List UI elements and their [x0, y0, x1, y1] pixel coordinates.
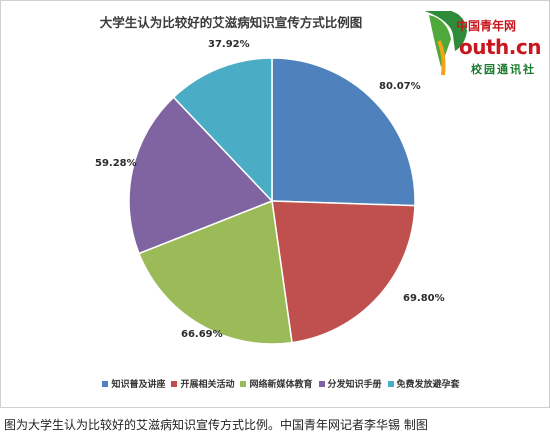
- legend-swatch: [102, 380, 109, 387]
- legend-item-0: 知识普及讲座: [102, 377, 165, 390]
- legend-swatch: [171, 380, 178, 387]
- slice-label-0: 80.07%: [379, 81, 421, 92]
- legend-item-1: 开展相关活动: [171, 377, 234, 390]
- logo-domain: outh.cn: [459, 35, 541, 59]
- legend-label: 知识普及讲座: [111, 380, 166, 390]
- chart-title: 大学生认为比较好的艾滋病知识宣传方式比例图: [99, 15, 363, 30]
- slice-label-2: 66.69%: [181, 329, 223, 340]
- pie-chart: 80.07% 69.80% 66.69% 59.28% 37.92%: [95, 39, 445, 345]
- pie-slice-1: [271, 200, 416, 344]
- legend-swatch: [240, 380, 247, 387]
- figure-caption: 图为大学生认为比较好的艾滋病知识宣传方式比例。中国青年网记者李华锡 制图: [4, 418, 428, 432]
- logo-site-name: 中国青年网: [456, 19, 517, 33]
- chart-frame: 大学生认为比较好的艾滋病知识宣传方式比例图 80.07% 69.80% 66.69%…: [0, 0, 550, 408]
- slice-label-4: 37.92%: [208, 39, 250, 50]
- legend-item-4: 免费发放避孕套: [387, 377, 460, 390]
- legend-item-2: 网络新媒体教育: [240, 377, 313, 390]
- slice-label-1: 69.80%: [403, 293, 445, 304]
- youth-logo: 中国青年网 outh.cn 校园通讯社: [421, 5, 549, 85]
- legend-item-3: 分发知识手册: [318, 377, 382, 390]
- legend-label: 开展相关活动: [180, 380, 235, 390]
- logo-subtitle: 校园通讯社: [471, 63, 536, 76]
- pie-slice-0: [271, 57, 416, 207]
- legend-swatch: [318, 380, 325, 387]
- pie-slice-4: [172, 57, 273, 203]
- pie-slice-2: [137, 199, 293, 345]
- legend-label: 分发知识手册: [327, 380, 382, 390]
- legend-label: 免费发放避孕套: [396, 380, 460, 390]
- slice-label-3: 59.28%: [95, 158, 137, 169]
- leaf-logo-icon: [425, 11, 467, 76]
- pie-slice-3: [128, 96, 274, 255]
- legend-label: 网络新媒体教育: [249, 380, 313, 390]
- legend: 知识普及讲座 开展相关活动 网络新媒体教育 分发知识手册 免费发放避孕套: [71, 377, 491, 390]
- legend-swatch: [387, 380, 394, 387]
